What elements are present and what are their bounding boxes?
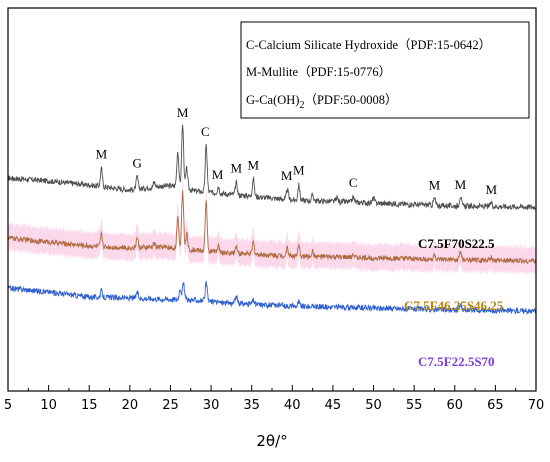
peak-label-m: M: [486, 182, 498, 197]
series-line-c7.5f46.25s46.25: [7, 190, 537, 265]
x-tick-label-65: 65: [487, 398, 504, 413]
legend: C-Calcium Silicate Hydroxide（PDF:15-0642…: [240, 21, 530, 119]
x-tick-label-60: 60: [446, 398, 463, 413]
x-tick-label-20: 20: [122, 398, 139, 413]
x-axis: 5 10 15 20 25 30 35 40 45 50 55 60 65 70: [4, 385, 544, 413]
peak-label-m: M: [248, 157, 260, 172]
series-line-c7.5f22.5s70: [7, 280, 537, 316]
peak-label-g: G: [132, 155, 141, 170]
series-label-c7.5f70s22.5: C7.5F70S22.5: [418, 236, 495, 251]
peak-label-c: C: [201, 124, 210, 139]
peak-label-m: M: [96, 147, 108, 162]
legend-box: [240, 21, 530, 119]
peak-label-m: M: [455, 177, 467, 192]
x-tick-label-70: 70: [528, 398, 545, 413]
x-tick-label-45: 45: [325, 398, 342, 413]
x-tick-label-25: 25: [162, 398, 179, 413]
x-tick-label-5: 5: [4, 398, 12, 413]
peak-label-m: M: [429, 178, 441, 193]
legend-entry-c: C-Calcium Silicate Hydroxide（PDF:15-0642…: [246, 38, 491, 52]
series-label-c7.5f46.25s46.25: C7.5F46.25S46.25: [404, 298, 504, 313]
peak-label-m: M: [177, 105, 189, 120]
x-tick-label-40: 40: [284, 398, 301, 413]
series-label-c7.5f22.5s70: C7.5F22.5S70: [418, 354, 495, 369]
peak-label-m: M: [281, 168, 293, 183]
x-tick-label-15: 15: [81, 398, 98, 413]
x-tick-label-35: 35: [243, 398, 260, 413]
series-layer: [7, 124, 537, 316]
peak-label-m: M: [230, 160, 242, 175]
legend-entry-m: M-Mullite（PDF:15-0776）: [246, 65, 391, 79]
x-tick-label-30: 30: [203, 398, 220, 413]
x-tick-label-55: 55: [406, 398, 423, 413]
peak-label-c: C: [349, 175, 358, 190]
x-tick-label-10: 10: [40, 398, 57, 413]
legend-entry-g: G-Ca(OH)2（PDF:50-0008）: [246, 93, 398, 111]
peak-label-m: M: [212, 167, 224, 182]
x-tick-label-50: 50: [365, 398, 382, 413]
peak-label-m: M: [293, 163, 305, 178]
x-axis-title: 2θ/°: [256, 432, 287, 450]
series-line-c7.5f70s22.5: [7, 124, 537, 211]
